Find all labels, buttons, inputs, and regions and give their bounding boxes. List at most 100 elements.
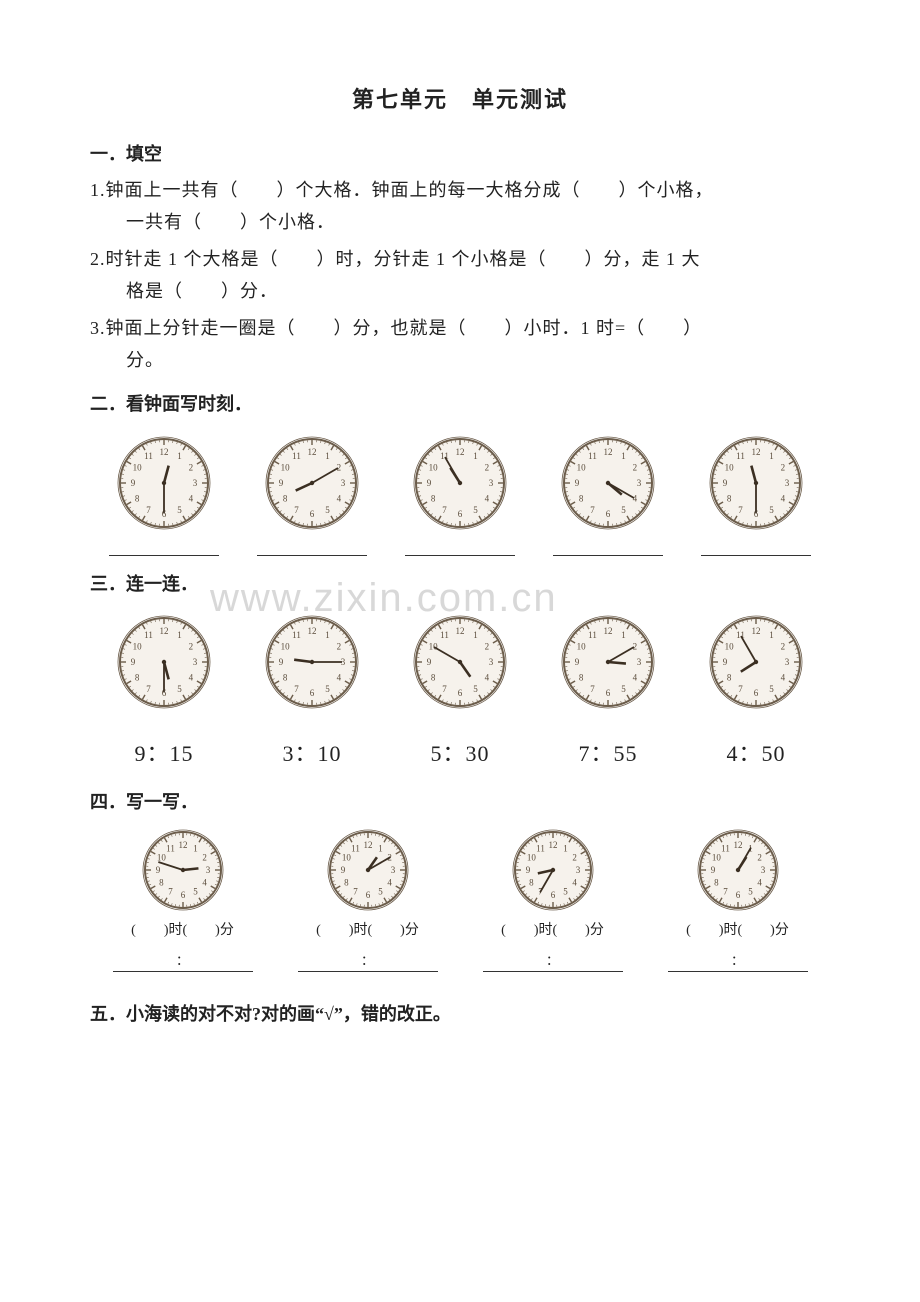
svg-text:3: 3 — [637, 657, 642, 667]
colon-blank[interactable]: ： — [113, 949, 253, 972]
svg-text:2: 2 — [485, 642, 490, 652]
svg-text:2: 2 — [337, 642, 342, 652]
clock-item: 123456789101112 5：30 — [395, 614, 525, 774]
time-blank[interactable]: ( )时( )分 — [316, 918, 419, 943]
svg-text:1: 1 — [769, 630, 774, 640]
svg-text:7: 7 — [168, 887, 173, 897]
section-3-clocks: 123456789101112 9：15 123456789101112 3：1… — [90, 614, 830, 774]
svg-text:6: 6 — [754, 688, 759, 698]
svg-text:5: 5 — [177, 684, 182, 694]
time-blank[interactable]: ( )时( )分 — [686, 918, 789, 943]
svg-text:5: 5 — [473, 684, 478, 694]
svg-text:5: 5 — [325, 684, 330, 694]
page-title: 第七单元 单元测试 — [90, 80, 830, 120]
svg-text:8: 8 — [431, 493, 436, 503]
svg-text:5: 5 — [769, 684, 774, 694]
svg-text:8: 8 — [529, 878, 534, 888]
svg-text:10: 10 — [156, 853, 166, 863]
clock-item: 123456789101112 — [247, 435, 377, 556]
svg-text:7: 7 — [590, 505, 595, 515]
time-blank[interactable]: ( )时( )分 — [131, 918, 234, 943]
answer-blank[interactable] — [553, 537, 663, 556]
section-4-head: 四．写一写． — [90, 786, 830, 818]
match-label: 3：10 — [282, 734, 341, 774]
write-item: 123456789101112 ( )时( )分： — [108, 828, 258, 972]
svg-text:10: 10 — [133, 462, 143, 472]
svg-text:5: 5 — [177, 505, 182, 515]
time-blank[interactable]: ( )时( )分 — [501, 918, 604, 943]
svg-text:4: 4 — [485, 493, 490, 503]
svg-text:11: 11 — [588, 451, 597, 461]
clock-item: 123456789101112 3：10 — [247, 614, 377, 774]
svg-text:2: 2 — [202, 853, 207, 863]
q1-line1: 1.钟面上一共有（ ）个大格．钟面上的每一大格分成（ ）个小格， — [90, 180, 714, 200]
match-label: 7：55 — [578, 734, 637, 774]
svg-text:10: 10 — [725, 462, 735, 472]
svg-text:4: 4 — [387, 878, 392, 888]
svg-text:12: 12 — [604, 447, 613, 457]
q3: 3.钟面上分针走一圈是（ ）分，也就是（ ）小时．1 时=（ ） 分。 — [90, 312, 830, 377]
svg-text:7: 7 — [353, 887, 358, 897]
svg-text:3: 3 — [341, 478, 346, 488]
colon-blank[interactable]: ： — [298, 949, 438, 972]
svg-text:1: 1 — [473, 630, 478, 640]
svg-text:3: 3 — [785, 657, 790, 667]
svg-text:2: 2 — [633, 462, 638, 472]
svg-text:5: 5 — [378, 887, 383, 897]
svg-text:5: 5 — [748, 887, 753, 897]
svg-text:9: 9 — [131, 657, 136, 667]
svg-text:7: 7 — [294, 505, 299, 515]
svg-text:9: 9 — [525, 865, 530, 875]
svg-text:4: 4 — [337, 673, 342, 683]
svg-text:3: 3 — [575, 865, 580, 875]
svg-text:6: 6 — [458, 688, 463, 698]
answer-blank[interactable] — [405, 537, 515, 556]
answer-blank[interactable] — [109, 537, 219, 556]
svg-text:12: 12 — [456, 447, 465, 457]
svg-text:1: 1 — [769, 451, 774, 461]
svg-text:2: 2 — [572, 853, 577, 863]
colon-blank[interactable]: ： — [668, 949, 808, 972]
svg-text:9: 9 — [279, 657, 284, 667]
clock-item: 123456789101112 — [99, 435, 229, 556]
match-label: 5：30 — [430, 734, 489, 774]
svg-text:5: 5 — [325, 505, 330, 515]
svg-text:7: 7 — [590, 684, 595, 694]
svg-text:10: 10 — [711, 853, 721, 863]
svg-text:12: 12 — [548, 840, 557, 850]
svg-text:12: 12 — [363, 840, 372, 850]
svg-text:10: 10 — [133, 642, 143, 652]
svg-text:4: 4 — [485, 673, 490, 683]
section-5-head: 五．小海读的对不对?对的画“√”，错的改正。 — [90, 998, 830, 1030]
svg-text:1: 1 — [563, 843, 568, 853]
svg-text:11: 11 — [144, 630, 153, 640]
svg-text:9: 9 — [575, 478, 580, 488]
svg-text:7: 7 — [146, 505, 151, 515]
match-label: 4：50 — [726, 734, 785, 774]
section-2-clocks: 123456789101112 123456789101112 12345678… — [90, 435, 830, 556]
svg-text:3: 3 — [637, 478, 642, 488]
svg-text:8: 8 — [727, 673, 732, 683]
svg-text:3: 3 — [193, 657, 198, 667]
svg-text:10: 10 — [341, 853, 351, 863]
match-label: 9：15 — [134, 734, 193, 774]
svg-text:9: 9 — [723, 478, 728, 488]
svg-text:11: 11 — [292, 451, 301, 461]
svg-text:10: 10 — [577, 642, 587, 652]
svg-text:7: 7 — [723, 887, 728, 897]
svg-text:1: 1 — [193, 843, 198, 853]
svg-text:7: 7 — [442, 505, 447, 515]
colon-blank[interactable]: ： — [483, 949, 623, 972]
svg-text:12: 12 — [160, 626, 169, 636]
svg-text:8: 8 — [135, 493, 140, 503]
svg-text:3: 3 — [489, 478, 494, 488]
svg-text:10: 10 — [281, 642, 291, 652]
clock-item: 123456789101112 9：15 — [99, 614, 229, 774]
answer-blank[interactable] — [257, 537, 367, 556]
svg-text:2: 2 — [781, 462, 786, 472]
svg-text:11: 11 — [144, 451, 153, 461]
svg-text:2: 2 — [485, 462, 490, 472]
svg-text:11: 11 — [440, 630, 449, 640]
svg-text:6: 6 — [550, 890, 555, 900]
answer-blank[interactable] — [701, 537, 811, 556]
